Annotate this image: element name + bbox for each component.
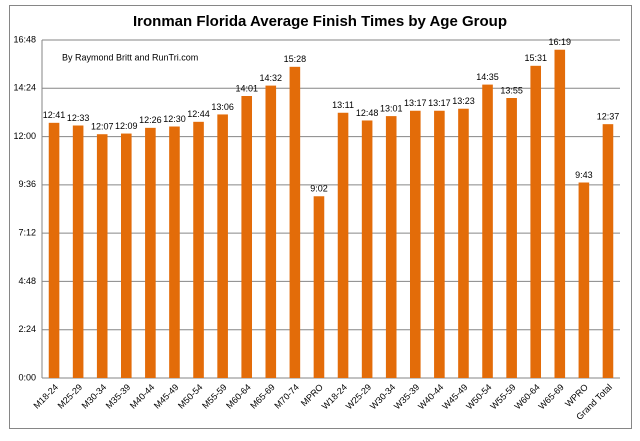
- bar: [506, 98, 517, 378]
- bar: [530, 65, 542, 378]
- bar: [385, 116, 397, 378]
- data-label: 15:28: [284, 54, 307, 64]
- bar: [313, 196, 325, 378]
- data-label: 12:09: [115, 121, 138, 131]
- bar: [217, 114, 228, 378]
- bar: [578, 182, 590, 378]
- bar: [434, 110, 445, 378]
- y-tick-label: 2:24: [18, 324, 36, 334]
- data-label: 12:48: [356, 108, 379, 118]
- bar: [409, 110, 421, 378]
- bar: [361, 120, 373, 378]
- data-label: 12:26: [139, 115, 162, 125]
- y-tick-label: 16:48: [13, 34, 36, 44]
- bar: [289, 66, 301, 379]
- data-label: 13:11: [332, 100, 354, 110]
- data-label: 14:32: [260, 73, 283, 83]
- bar: [482, 84, 493, 378]
- data-label: 12:41: [43, 110, 66, 120]
- bar: [241, 95, 253, 378]
- chart-title: Ironman Florida Average Finish Times by …: [133, 13, 507, 30]
- data-label: 13:06: [211, 102, 234, 112]
- data-label: 13:23: [452, 96, 475, 106]
- bar: [554, 49, 566, 378]
- bar: [458, 108, 469, 378]
- y-tick-label: 0:00: [18, 372, 36, 382]
- bar: [193, 121, 204, 379]
- bar: [169, 126, 180, 378]
- bar: [602, 124, 614, 379]
- data-label: 12:33: [67, 113, 90, 123]
- data-label: 12:30: [163, 114, 186, 124]
- bar: [337, 112, 349, 378]
- bar: [48, 122, 60, 378]
- data-label: 13:01: [380, 103, 403, 113]
- data-label: 15:31: [524, 53, 547, 63]
- data-label: 14:35: [476, 72, 499, 82]
- data-label: 12:37: [597, 112, 620, 122]
- data-label: 9:02: [310, 184, 328, 194]
- data-label: 14:01: [235, 83, 258, 93]
- bar: [72, 125, 84, 378]
- bar: [145, 127, 156, 378]
- y-tick-label: 14:24: [13, 83, 36, 93]
- data-label: 13:17: [428, 98, 451, 108]
- y-tick-label: 12:00: [13, 131, 36, 141]
- y-tick-label: 4:48: [18, 276, 36, 286]
- data-label: 16:19: [549, 37, 572, 47]
- bar: [265, 85, 277, 378]
- y-tick-label: 9:36: [18, 179, 36, 189]
- bar: [96, 134, 108, 378]
- annotation: By Raymond Britt and RunTri.com: [62, 52, 198, 62]
- data-label: 12:07: [91, 122, 114, 132]
- bar: [120, 133, 132, 378]
- y-tick-label: 7:12: [18, 228, 36, 238]
- data-label: 9:43: [575, 170, 593, 180]
- data-label: 13:17: [404, 98, 427, 108]
- data-label: 12:44: [187, 109, 210, 119]
- data-label: 13:55: [500, 85, 523, 95]
